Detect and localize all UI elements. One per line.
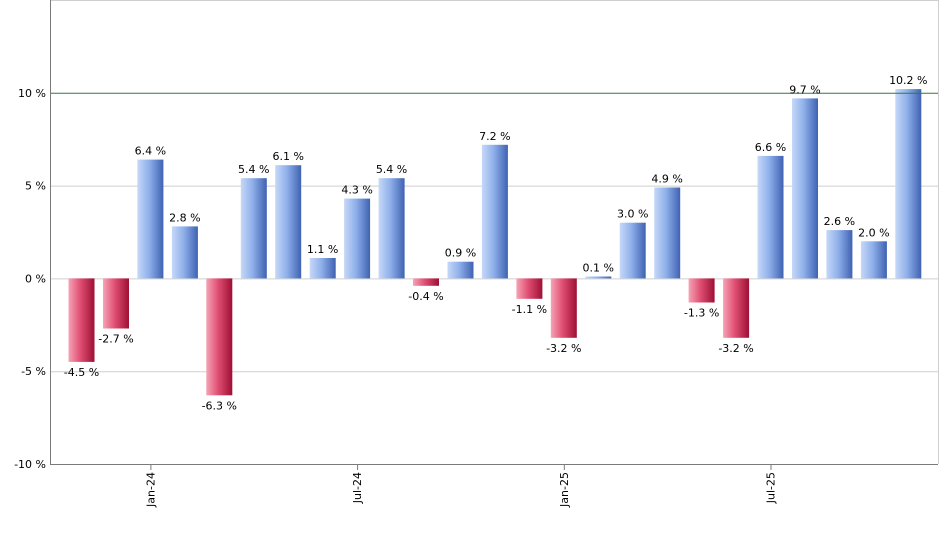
x-tick-label: Jan-25 (558, 472, 571, 508)
bar (895, 89, 922, 279)
data-label: -0.4 % (408, 290, 443, 303)
bars (68, 89, 922, 396)
bar (654, 187, 681, 279)
axes: -10 % -5 % 0 % 5 % 10 % Jan-24 Jul-24 Jan-25 Jul… (14, 0, 939, 508)
y-tick-label: -5 % (21, 365, 46, 378)
data-label: -1.1 % (512, 303, 547, 316)
bar (137, 159, 164, 279)
bar (206, 278, 233, 396)
bar (688, 278, 715, 303)
bar (378, 178, 405, 279)
data-label: 6.1 % (272, 150, 303, 163)
bar (826, 230, 853, 279)
bar (585, 276, 612, 279)
data-labels: -4.5 %-2.7 %6.4 %2.8 %-6.3 %5.4 %6.1 %1.… (64, 74, 928, 412)
data-label: 9.7 % (789, 83, 820, 96)
data-label: 5.4 % (376, 163, 407, 176)
data-label: 5.4 % (238, 163, 269, 176)
bar (481, 144, 508, 279)
data-label: 3.0 % (617, 208, 648, 221)
x-tick-label: Jul-24 (351, 472, 364, 504)
data-label: 0.9 % (445, 247, 476, 260)
data-label: 7.2 % (479, 130, 510, 143)
bar (447, 261, 474, 279)
data-label: 10.2 % (889, 74, 927, 87)
data-label: 4.9 % (651, 173, 682, 186)
data-label: 2.0 % (858, 226, 889, 239)
data-label: 1.1 % (307, 243, 338, 256)
bar (757, 155, 784, 279)
bar (413, 278, 439, 286)
bar (275, 165, 302, 279)
bar (171, 226, 198, 279)
x-tick-label: Jul-25 (765, 472, 778, 504)
bar (240, 178, 267, 279)
bar (344, 198, 371, 279)
bar (550, 278, 577, 338)
data-label: 0.1 % (583, 262, 614, 275)
bar (516, 278, 543, 299)
data-label: -3.2 % (718, 342, 753, 355)
data-label: -1.3 % (684, 307, 719, 320)
y-tick-label: 10 % (18, 87, 46, 100)
data-label: 6.4 % (135, 145, 166, 158)
bar (68, 278, 95, 362)
bar (792, 98, 818, 279)
data-label: -6.3 % (202, 399, 237, 412)
data-label: -3.2 % (546, 342, 581, 355)
data-label: 2.8 % (169, 211, 200, 224)
y-tick-label: 5 % (25, 180, 46, 193)
bar (619, 222, 646, 279)
bar (309, 258, 336, 279)
bar (103, 278, 129, 329)
data-label: -4.5 % (64, 366, 99, 379)
data-label: -2.7 % (98, 333, 133, 346)
bar (723, 278, 750, 338)
data-label: 6.6 % (755, 141, 786, 154)
data-label: 4.3 % (341, 184, 372, 197)
x-tick-label: Jan-24 (144, 472, 157, 508)
y-tick-label: -10 % (14, 458, 46, 471)
y-tick-label: 0 % (25, 272, 46, 285)
data-label: 2.6 % (824, 215, 855, 228)
bar (860, 241, 887, 279)
